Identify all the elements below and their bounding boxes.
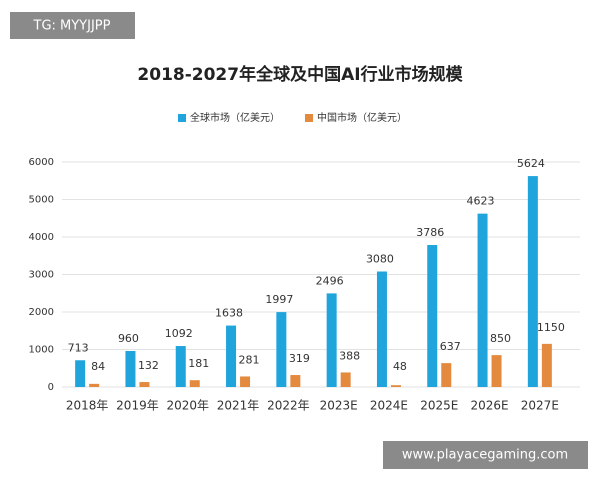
bar — [340, 372, 351, 387]
overlay-box — [383, 441, 588, 469]
bar — [376, 271, 387, 387]
bar — [240, 376, 251, 387]
y-tick-label: 5000 — [29, 195, 54, 206]
x-tick-label: 2025E — [420, 399, 458, 413]
y-tick-label: 2000 — [29, 307, 54, 318]
legend-label: 中国市场（亿美元） — [317, 111, 407, 124]
x-tick-label: 2023E — [320, 399, 358, 413]
value-label: 1997 — [265, 293, 293, 306]
chart-title: 2018-2027年全球及中国AI行业市场规模 — [137, 64, 463, 85]
value-label: 960 — [118, 332, 139, 345]
value-label: 132 — [138, 359, 159, 372]
x-tick-label: 2022年 — [267, 399, 310, 413]
bar — [541, 343, 552, 387]
x-tick-label: 2024E — [370, 399, 408, 413]
value-label: 281 — [239, 353, 260, 366]
bar — [491, 355, 502, 387]
overlay-label: www.playacegaming.com — [402, 448, 568, 463]
y-tick-label: 4000 — [29, 232, 54, 243]
value-label: 713 — [68, 341, 89, 354]
value-label: 1092 — [165, 327, 193, 340]
bar — [276, 312, 287, 387]
x-tick-label: 2020年 — [166, 399, 209, 413]
y-tick-label: 0 — [48, 382, 54, 393]
bar — [75, 360, 86, 387]
bar — [326, 293, 337, 387]
value-label: 1638 — [215, 307, 243, 320]
bar — [290, 375, 301, 387]
y-tick-label: 3000 — [29, 270, 54, 281]
value-label: 84 — [91, 360, 105, 373]
y-tick-label: 6000 — [29, 157, 54, 168]
x-tick-label: 2018年 — [66, 399, 109, 413]
value-label: 2496 — [316, 274, 344, 287]
bar — [477, 213, 488, 387]
overlay-label: TG: MYYJJPP — [33, 19, 111, 34]
bar — [189, 380, 200, 387]
bar — [390, 385, 401, 387]
value-label: 637 — [440, 340, 461, 353]
bar — [427, 245, 438, 387]
x-tick-label: 2027E — [521, 399, 559, 413]
value-label: 4623 — [467, 195, 495, 208]
value-label: 1150 — [537, 321, 565, 334]
bar — [441, 363, 452, 387]
bar — [139, 382, 150, 387]
legend-swatch — [305, 114, 313, 122]
value-label: 181 — [188, 357, 209, 370]
value-label: 3080 — [366, 253, 394, 266]
bar — [175, 346, 186, 387]
bar — [89, 383, 100, 387]
bar — [527, 176, 538, 387]
value-label: 48 — [393, 360, 407, 373]
value-label: 3786 — [416, 226, 444, 239]
x-tick-label: 2026E — [470, 399, 508, 413]
value-label: 319 — [289, 352, 310, 365]
value-label: 850 — [490, 332, 511, 345]
x-tick-label: 2019年 — [116, 399, 159, 413]
x-tick-label: 2021年 — [217, 399, 260, 413]
y-tick-label: 1000 — [29, 345, 54, 356]
bar — [125, 351, 136, 387]
legend-swatch — [178, 114, 186, 122]
value-label: 388 — [339, 349, 360, 362]
legend-label: 全球市场（亿美元） — [190, 111, 280, 124]
value-label: 5624 — [517, 157, 545, 170]
bar — [226, 325, 237, 387]
overlay-box — [10, 12, 135, 39]
plot: 0 1000 2000 3000 4000 5000 6000 全球市场（亿美元） 中国市场（亿… — [29, 111, 580, 413]
